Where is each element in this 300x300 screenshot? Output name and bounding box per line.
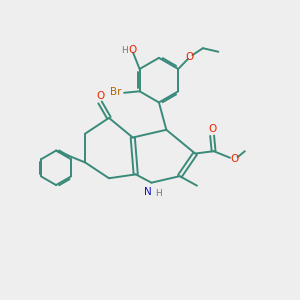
Text: H: H bbox=[155, 190, 162, 199]
Text: O: O bbox=[230, 154, 238, 164]
Text: O: O bbox=[185, 52, 194, 61]
Text: H: H bbox=[122, 46, 128, 55]
Text: O: O bbox=[128, 45, 136, 55]
Text: O: O bbox=[208, 124, 216, 134]
Text: N: N bbox=[144, 187, 152, 196]
Text: O: O bbox=[96, 91, 104, 101]
Text: Br: Br bbox=[110, 87, 122, 97]
